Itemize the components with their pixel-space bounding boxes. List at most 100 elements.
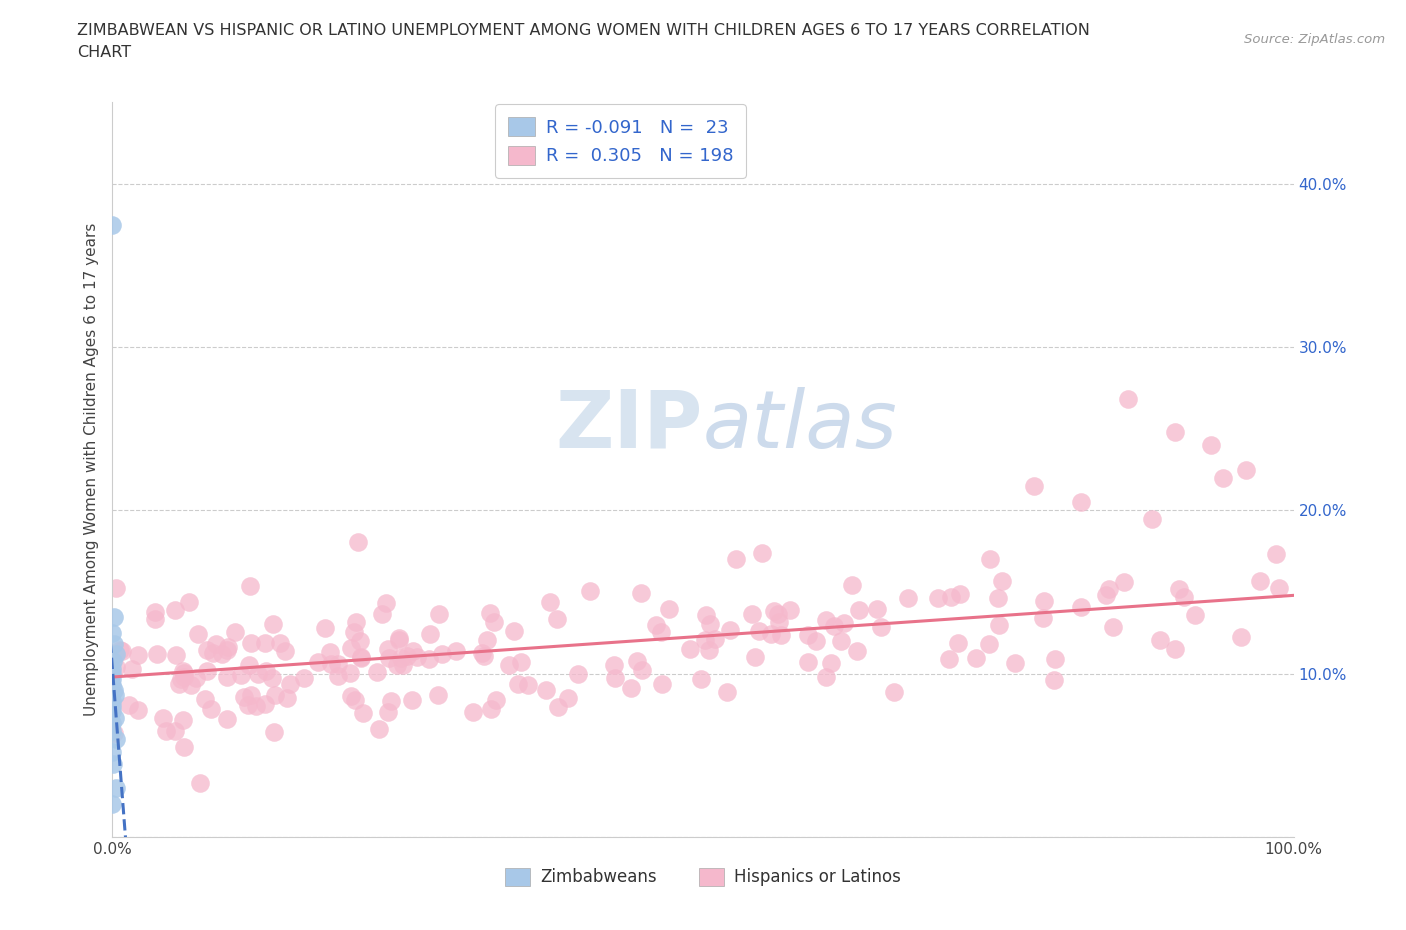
Point [103, 756, 125, 771]
Point [231, 668, 253, 683]
Point [463, 705, 485, 720]
Point [269, 635, 291, 650]
Point [1070, 495, 1092, 510]
Point [326, 669, 349, 684]
Point [163, 724, 186, 738]
Point [217, 670, 239, 684]
Point [377, 705, 399, 720]
Point [1043, 651, 1066, 666]
Point [173, 665, 195, 680]
Point [254, 664, 277, 679]
Point [217, 640, 239, 655]
Point [977, 637, 1000, 652]
Point [534, 683, 557, 698]
Point [152, 711, 174, 725]
Point [104, 780, 127, 795]
Point [101, 724, 124, 738]
Point [751, 545, 773, 560]
Point [1140, 512, 1163, 526]
Point [101, 671, 124, 686]
Point [374, 595, 396, 610]
Point [1098, 581, 1121, 596]
Point [693, 632, 716, 647]
Point [471, 645, 494, 660]
Point [195, 643, 218, 658]
Text: CHART: CHART [77, 45, 131, 60]
Point [184, 671, 207, 685]
Point [103, 683, 125, 698]
Point [377, 651, 399, 666]
Point [195, 663, 218, 678]
Point [262, 616, 284, 631]
Point [101, 626, 124, 641]
Point [1173, 590, 1195, 604]
Point [927, 591, 949, 605]
Point [804, 633, 827, 648]
Point [254, 696, 277, 711]
Point [319, 657, 342, 671]
Point [1112, 574, 1135, 589]
Point [479, 605, 502, 620]
Point [547, 699, 569, 714]
Point [1164, 425, 1187, 440]
Legend: Zimbabweans, Hispanics or Latinos: Zimbabweans, Hispanics or Latinos [498, 859, 908, 895]
Point [292, 671, 315, 685]
Point [104, 646, 127, 661]
Point [101, 699, 124, 714]
Point [741, 606, 763, 621]
Point [679, 642, 702, 657]
Point [510, 655, 533, 670]
Point [704, 631, 727, 646]
Point [170, 671, 193, 686]
Point [482, 615, 505, 630]
Point [371, 606, 394, 621]
Point [761, 627, 783, 642]
Point [350, 650, 373, 665]
Point [1267, 580, 1289, 595]
Text: Source: ZipAtlas.com: Source: ZipAtlas.com [1244, 33, 1385, 46]
Point [101, 694, 124, 709]
Point [278, 677, 301, 692]
Point [101, 661, 124, 676]
Point [180, 678, 202, 693]
Point [820, 656, 842, 671]
Point [172, 664, 194, 679]
Point [238, 698, 260, 712]
Point [1022, 479, 1045, 494]
Point [276, 691, 298, 706]
Point [172, 713, 194, 728]
Point [716, 684, 738, 699]
Point [699, 617, 721, 631]
Point [650, 624, 672, 639]
Point [1249, 574, 1271, 589]
Point [987, 618, 1010, 632]
Point [762, 604, 785, 618]
Point [948, 635, 970, 650]
Point [508, 677, 530, 692]
Text: ZIP: ZIP [555, 387, 703, 465]
Point [631, 662, 654, 677]
Point [389, 651, 412, 666]
Point [472, 649, 495, 664]
Point [690, 671, 713, 686]
Point [366, 664, 388, 679]
Point [108, 643, 131, 658]
Point [104, 732, 127, 747]
Point [841, 578, 863, 592]
Point [347, 535, 370, 550]
Point [1043, 672, 1066, 687]
Point [319, 644, 342, 659]
Point [211, 646, 233, 661]
Point [1116, 392, 1139, 407]
Point [239, 636, 262, 651]
Point [395, 648, 418, 663]
Point [101, 745, 124, 760]
Point [897, 591, 920, 605]
Point [101, 218, 124, 232]
Point [768, 615, 790, 630]
Point [401, 693, 423, 708]
Point [626, 654, 648, 669]
Point [796, 655, 818, 670]
Point [163, 603, 186, 618]
Point [406, 650, 429, 665]
